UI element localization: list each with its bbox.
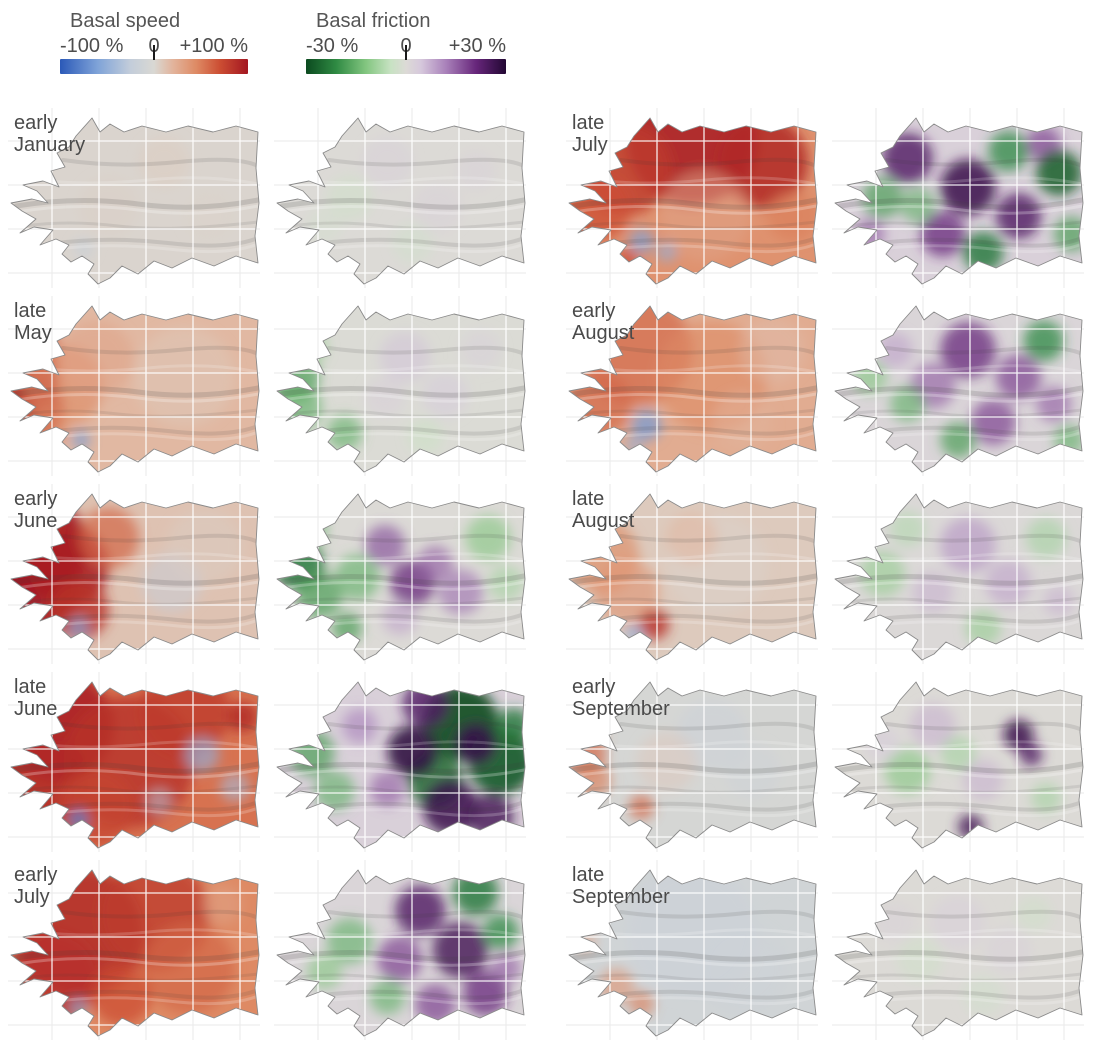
- map-panel-friction-late-september: [832, 860, 1084, 1040]
- colorbar-wrap: [306, 45, 506, 74]
- map-panel-speed-early-august: early August: [566, 296, 818, 476]
- map-friction-late-september: [832, 860, 1084, 1040]
- map-panel-friction-late-july: [832, 108, 1084, 288]
- map-panel-speed-early-july: early July: [8, 860, 260, 1040]
- map-panel-speed-early-june: early June: [8, 484, 260, 664]
- map-friction-early-august: [832, 296, 1084, 476]
- map-friction-late-august: [832, 484, 1084, 664]
- colorbar-wrap: [60, 45, 248, 74]
- map-friction-late-june: [274, 672, 526, 852]
- map-panel-speed-late-may: late May: [8, 296, 260, 476]
- map-panel-friction-early-january: [274, 108, 526, 288]
- panel-row: early June late August: [8, 484, 1098, 664]
- column-spacer: [540, 672, 552, 673]
- panel-grid: early January late July late May early August ea…: [8, 108, 1098, 1040]
- panel-row: early January late July: [8, 108, 1098, 288]
- panel-row: late May early August: [8, 296, 1098, 476]
- tick-max: +100 %: [179, 35, 248, 57]
- map-friction-late-july: [832, 108, 1084, 288]
- map-panel-speed-late-september: late September: [566, 860, 818, 1040]
- tick-min: -30 %: [306, 35, 359, 57]
- map-panel-friction-late-august: [832, 484, 1084, 664]
- legend-basal-friction: Basal friction -30 % 0 +30 %: [306, 10, 506, 74]
- map-friction-early-june: [274, 484, 526, 664]
- panel-row: early July late September: [8, 860, 1098, 1040]
- tick-max: +30 %: [448, 35, 506, 57]
- map-speed-early-august: [566, 296, 818, 476]
- column-spacer: [540, 860, 552, 861]
- legend-basal-speed: Basal speed -100 % 0 +100 %: [60, 10, 248, 74]
- map-friction-early-july: [274, 860, 526, 1040]
- map-panel-speed-early-september: early September: [566, 672, 818, 852]
- map-speed-late-may: [8, 296, 260, 476]
- column-spacer: [540, 296, 552, 297]
- map-speed-late-september: [566, 860, 818, 1040]
- basal-speed-colorbar: [60, 59, 248, 74]
- zero-tick-mark: [153, 45, 155, 60]
- map-panel-friction-late-june: [274, 672, 526, 852]
- map-speed-early-january: [8, 108, 260, 288]
- panel-row: late June early September: [8, 672, 1098, 852]
- map-friction-late-may: [274, 296, 526, 476]
- zero-tick-mark: [405, 45, 407, 60]
- map-panel-friction-late-may: [274, 296, 526, 476]
- legend-title-basal-friction: Basal friction: [316, 10, 431, 32]
- column-spacer: [540, 108, 552, 109]
- map-panel-speed-late-july: late July: [566, 108, 818, 288]
- map-friction-early-september: [832, 672, 1084, 852]
- map-panel-friction-early-july: [274, 860, 526, 1040]
- map-panel-friction-early-june: [274, 484, 526, 664]
- map-panel-speed-early-january: early January: [8, 108, 260, 288]
- map-speed-late-august: [566, 484, 818, 664]
- map-panel-friction-early-august: [832, 296, 1084, 476]
- map-speed-early-july: [8, 860, 260, 1040]
- map-friction-early-january: [274, 108, 526, 288]
- map-speed-late-july: [566, 108, 818, 288]
- basal-friction-colorbar: [306, 59, 506, 74]
- legend-title-basal-speed: Basal speed: [70, 10, 181, 32]
- map-panel-friction-early-september: [832, 672, 1084, 852]
- map-speed-early-september: [566, 672, 818, 852]
- map-panel-speed-late-august: late August: [566, 484, 818, 664]
- map-speed-late-june: [8, 672, 260, 852]
- legend-bar: Basal speed -100 % 0 +100 % Basal fricti…: [60, 10, 1098, 98]
- tick-min: -100 %: [60, 35, 124, 57]
- map-panel-speed-late-june: late June: [8, 672, 260, 852]
- map-speed-early-june: [8, 484, 260, 664]
- column-spacer: [540, 484, 552, 485]
